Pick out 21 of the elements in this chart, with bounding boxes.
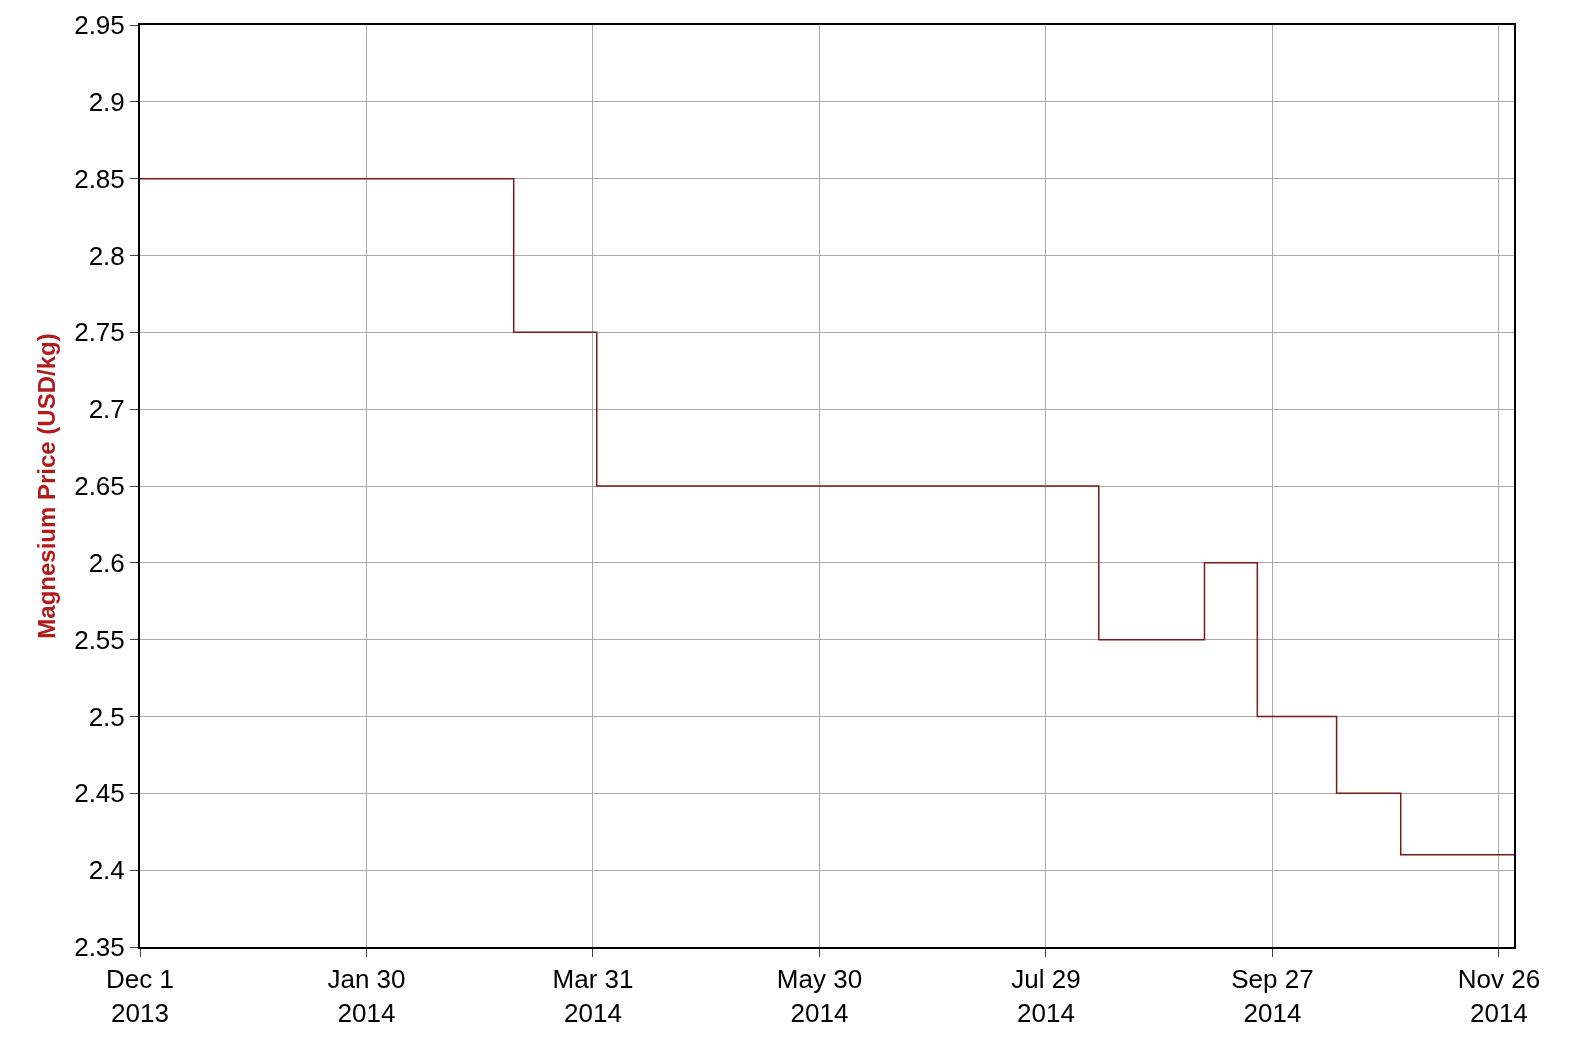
y-tick-label: 2.4 <box>88 855 125 886</box>
y-tick-label: 2.9 <box>88 86 125 117</box>
x-tick-label: Jul 29 2014 <box>1011 964 1081 1028</box>
y-tick-label: 2.35 <box>74 932 125 963</box>
y-tick-label: 2.7 <box>88 394 125 425</box>
y-tick-label: 2.45 <box>74 778 125 809</box>
y-tick-label: 2.85 <box>74 163 125 194</box>
x-tick-label: May 30 2014 <box>776 964 863 1028</box>
y-axis-title: Magnesium Price (USD/kg) <box>32 333 60 639</box>
x-tick-label: Dec 1 2013 <box>106 964 174 1028</box>
y-tick-label: 2.75 <box>74 317 125 348</box>
y-tick-label: 2.5 <box>88 701 125 732</box>
y-tick-label: 2.65 <box>74 471 125 502</box>
x-tick-label: Mar 31 2014 <box>552 964 634 1028</box>
y-tick-label: 2.6 <box>88 547 125 578</box>
x-tick-label: Jan 30 2014 <box>327 964 406 1028</box>
y-tick-label: 2.95 <box>74 10 125 41</box>
x-tick-label: Nov 26 2014 <box>1457 964 1541 1028</box>
y-tick-label: 2.8 <box>88 240 125 271</box>
y-tick-label: 2.55 <box>74 624 125 655</box>
x-tick-label: Sep 27 2014 <box>1231 964 1314 1028</box>
